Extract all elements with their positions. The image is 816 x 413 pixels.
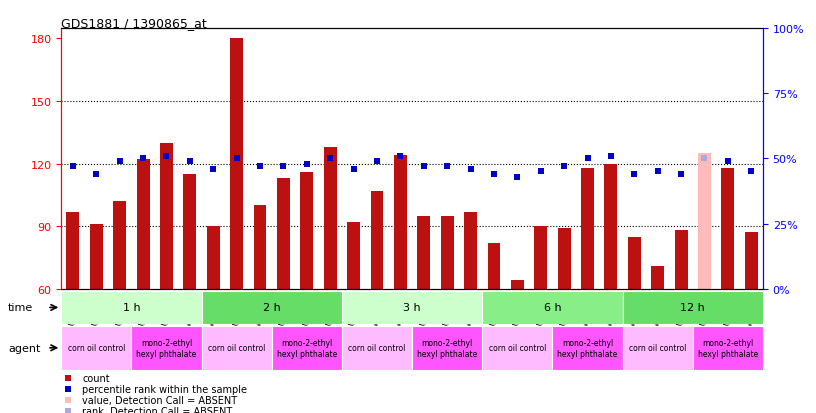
Text: mono-2-ethyl
hexyl phthalate: mono-2-ethyl hexyl phthalate (417, 338, 477, 358)
Bar (464, 212, 477, 289)
Bar (300, 173, 313, 289)
Bar (160, 143, 173, 289)
Bar (487, 243, 500, 289)
Bar (136, 160, 149, 289)
Bar (745, 233, 758, 289)
Bar (347, 223, 360, 289)
Text: corn oil control: corn oil control (348, 344, 406, 352)
Bar (721, 169, 734, 289)
Text: 12 h: 12 h (681, 303, 705, 313)
Bar (202, 326, 272, 370)
Bar (131, 326, 202, 370)
Bar (417, 216, 430, 289)
Text: 3 h: 3 h (403, 303, 421, 313)
Bar (113, 202, 126, 289)
Bar (651, 266, 664, 289)
Bar (342, 291, 482, 324)
Bar (254, 206, 267, 289)
Bar (534, 227, 548, 289)
Text: 1 h: 1 h (122, 303, 140, 313)
Bar (552, 326, 623, 370)
Bar (184, 175, 197, 289)
Bar (698, 154, 711, 289)
Text: percentile rank within the sample: percentile rank within the sample (82, 384, 247, 394)
Bar (394, 156, 407, 289)
Bar (693, 326, 763, 370)
Bar (324, 147, 337, 289)
Text: mono-2-ethyl
hexyl phthalate: mono-2-ethyl hexyl phthalate (136, 338, 197, 358)
Text: agent: agent (8, 343, 41, 353)
Text: 2 h: 2 h (263, 303, 281, 313)
Text: mono-2-ethyl
hexyl phthalate: mono-2-ethyl hexyl phthalate (277, 338, 337, 358)
Text: time: time (8, 303, 33, 313)
Bar (482, 326, 552, 370)
Bar (482, 291, 623, 324)
Bar (441, 216, 454, 289)
Text: mono-2-ethyl
hexyl phthalate: mono-2-ethyl hexyl phthalate (698, 338, 758, 358)
Bar (557, 229, 570, 289)
Text: value, Detection Call = ABSENT: value, Detection Call = ABSENT (82, 395, 237, 405)
Bar (581, 169, 594, 289)
Bar (277, 179, 290, 289)
Bar (628, 237, 641, 289)
Text: corn oil control: corn oil control (489, 344, 546, 352)
Bar (61, 326, 131, 370)
Text: corn oil control: corn oil control (68, 344, 125, 352)
Text: GDS1881 / 1390865_at: GDS1881 / 1390865_at (61, 17, 207, 29)
Bar (206, 227, 220, 289)
Bar (370, 191, 384, 289)
Text: count: count (82, 373, 110, 383)
Bar (605, 164, 618, 289)
Bar (511, 281, 524, 289)
Bar (412, 326, 482, 370)
Bar (90, 225, 103, 289)
Bar (272, 326, 342, 370)
Text: mono-2-ethyl
hexyl phthalate: mono-2-ethyl hexyl phthalate (557, 338, 618, 358)
Text: rank, Detection Call = ABSENT: rank, Detection Call = ABSENT (82, 406, 233, 413)
Bar (66, 212, 79, 289)
Text: corn oil control: corn oil control (629, 344, 686, 352)
Bar (623, 326, 693, 370)
Bar (202, 291, 342, 324)
Bar (623, 291, 763, 324)
Bar (61, 291, 202, 324)
Bar (342, 326, 412, 370)
Text: corn oil control: corn oil control (208, 344, 265, 352)
Bar (230, 39, 243, 289)
Text: 6 h: 6 h (543, 303, 561, 313)
Bar (675, 231, 688, 289)
